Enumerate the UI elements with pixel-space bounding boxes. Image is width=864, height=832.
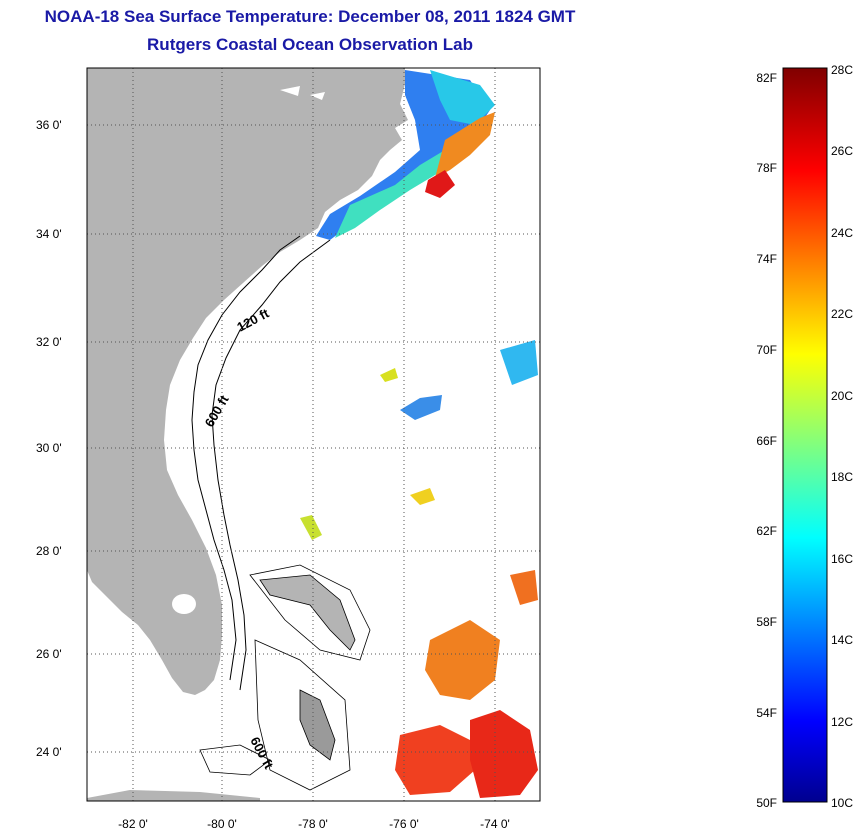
colorbar-c-label: 18C (831, 470, 853, 484)
colorbar-c-label: 12C (831, 715, 853, 729)
sst-patch-red (425, 170, 455, 198)
land-bahamas (259, 574, 356, 651)
colorbar-c-label: 24C (831, 226, 853, 240)
lake-okeechobee (172, 594, 196, 614)
colorbar: 82F 78F 74F 70F 66F 62F 58F 54F 50F 28C … (756, 63, 853, 810)
map-frame (86, 67, 541, 802)
contour-cay-sal (199, 744, 271, 776)
sst-patch-offshore (400, 395, 442, 420)
lat-label: 32 0' (36, 335, 62, 349)
contour-bahamas-bank (249, 564, 371, 661)
colorbar-c-label: 10C (831, 796, 853, 810)
colorbar-c-label: 28C (831, 63, 853, 77)
sst-patch-teal (335, 150, 445, 238)
lon-label: -78 0' (298, 817, 328, 831)
colorbar-f-label: 78F (756, 161, 777, 175)
sst-patch-offshore (500, 340, 538, 385)
contour-600ft (211, 239, 331, 691)
lon-label: -82 0' (118, 817, 148, 831)
lat-label: 28 0' (36, 544, 62, 558)
colorbar-f-label: 58F (756, 615, 777, 629)
lake (280, 86, 300, 96)
colorbar-c-label: 16C (831, 552, 853, 566)
colorbar-f-label: 62F (756, 524, 777, 538)
colorbar-f-label: 82F (756, 71, 777, 85)
lon-label: -80 0' (207, 817, 237, 831)
lat-label: 24 0' (36, 745, 62, 759)
lon-label: -74 0' (480, 817, 510, 831)
sst-patch-orange (435, 112, 495, 178)
colorbar-gradient (782, 67, 828, 803)
sst-patch-yellow (380, 368, 398, 382)
land-cuba (87, 790, 260, 801)
colorbar-f-label: 54F (756, 706, 777, 720)
sst-patch-hot (395, 725, 475, 795)
colorbar-f-label: 50F (756, 796, 777, 810)
colorbar-f-label: 74F (756, 252, 777, 266)
sst-map: 36 0' 34 0' 32 0' 30 0' 28 0' 26 0' 24 0… (36, 67, 541, 831)
sst-patch-yellow (300, 515, 322, 540)
colorbar-c-label: 20C (831, 389, 853, 403)
lat-label: 26 0' (36, 647, 62, 661)
lake (310, 92, 325, 100)
land-mainland (87, 68, 408, 695)
sst-patch-warm (425, 620, 500, 700)
lon-label: -76 0' (389, 817, 419, 831)
colorbar-f-label: 70F (756, 343, 777, 357)
map-subtitle: Rutgers Coastal Ocean Observation Lab (147, 35, 473, 54)
lat-label: 34 0' (36, 227, 62, 241)
contour-120ft (191, 235, 301, 681)
sst-patch-warm (510, 570, 538, 605)
land-andros (299, 689, 336, 761)
sst-patch-yellow (410, 488, 435, 505)
colorbar-f-label: 66F (756, 434, 777, 448)
lat-label: 36 0' (36, 118, 62, 132)
colorbar-c-label: 14C (831, 633, 853, 647)
sst-patch-hot (470, 710, 538, 798)
lat-label: 30 0' (36, 441, 62, 455)
colorbar-c-label: 22C (831, 307, 853, 321)
sst-patch-cyan (430, 70, 495, 125)
map-title: NOAA-18 Sea Surface Temperature: Decembe… (44, 7, 576, 26)
colorbar-c-label: 26C (831, 144, 853, 158)
contour-great-bahama-bank (254, 639, 351, 791)
